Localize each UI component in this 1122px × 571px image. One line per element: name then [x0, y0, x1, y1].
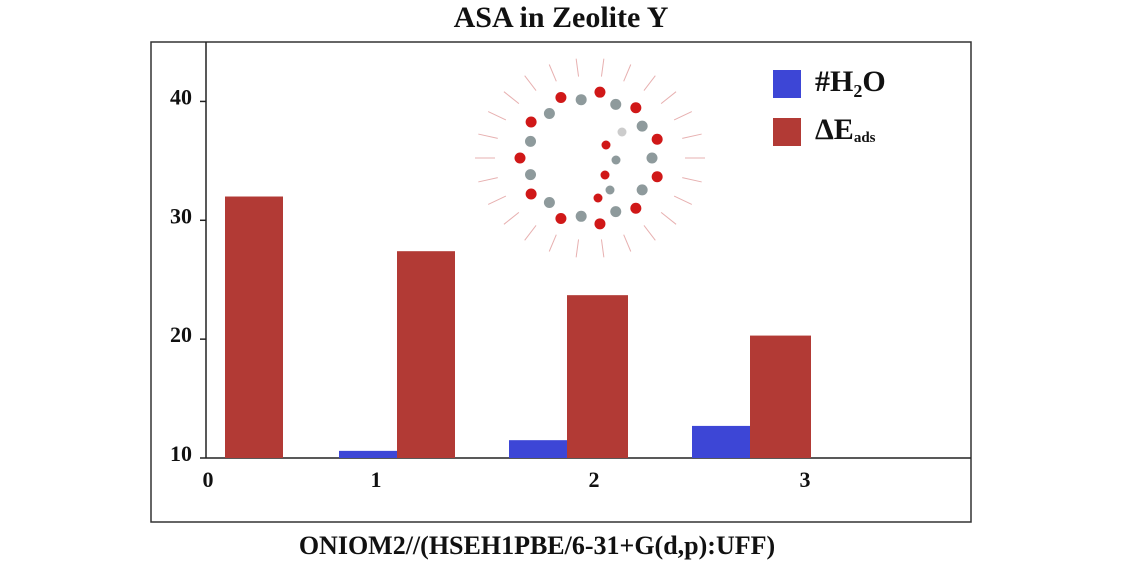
bond [487, 111, 507, 121]
atom [630, 102, 642, 114]
bond [503, 211, 520, 225]
bar [750, 335, 811, 458]
atom [525, 169, 537, 181]
atom [594, 86, 606, 98]
bond [524, 75, 537, 91]
atom [514, 152, 526, 164]
bond [524, 225, 537, 241]
bond [660, 91, 677, 105]
y-tick-label: 10 [170, 441, 192, 466]
x-tick-label: 3 [800, 467, 811, 492]
atom [543, 197, 555, 209]
legend-label: ΔEads [815, 113, 876, 147]
x-tick-label: 2 [589, 467, 600, 492]
bond [682, 133, 702, 139]
legend-swatch [773, 70, 801, 98]
bar [225, 196, 283, 458]
bond [623, 64, 632, 82]
bond [623, 234, 632, 252]
atom [525, 135, 537, 147]
legend-swatch [773, 118, 801, 146]
atom [605, 185, 615, 195]
bond [548, 64, 557, 82]
atom [651, 133, 663, 145]
bond [643, 75, 656, 91]
atom [636, 184, 648, 196]
bond [673, 195, 693, 205]
atom [555, 92, 567, 104]
bar [567, 295, 628, 458]
y-tick-label: 20 [170, 322, 192, 347]
bond [600, 58, 605, 77]
atom [543, 107, 555, 119]
bar [339, 450, 397, 458]
legend-label: #H₂O [815, 65, 886, 98]
atom [617, 127, 627, 137]
bond [478, 177, 498, 183]
y-tick-label: 30 [170, 203, 192, 228]
bond [660, 211, 677, 225]
atom [651, 171, 663, 183]
bond [600, 239, 605, 258]
atom [610, 206, 622, 218]
atom [555, 212, 567, 224]
legend-name: ΔE [815, 113, 854, 146]
atom [525, 116, 537, 128]
bond [548, 234, 557, 252]
bond [478, 133, 498, 139]
bond [487, 195, 507, 205]
bond [575, 239, 580, 258]
x-tick-label: 0 [203, 467, 214, 492]
atom [525, 188, 537, 200]
bar [692, 425, 750, 458]
x-axis-label: ONIOM2//(HSEH1PBE/6-31+G(d,p):UFF) [299, 531, 775, 560]
legend-subscript: ads [854, 130, 876, 146]
legend-name: #H₂O [815, 65, 886, 98]
bar [397, 251, 455, 458]
bond [682, 177, 702, 183]
atom [646, 152, 658, 164]
atom [611, 155, 621, 165]
y-tick-label: 40 [170, 84, 192, 109]
bond [643, 225, 656, 241]
atom [610, 98, 622, 110]
atom [593, 193, 603, 203]
atom [594, 218, 606, 230]
bond [503, 91, 520, 105]
zeolite-illustration [475, 58, 705, 258]
atom [636, 120, 648, 132]
x-tick-label: 1 [371, 467, 382, 492]
bond [575, 58, 580, 77]
atom [600, 170, 610, 180]
bar [509, 440, 567, 458]
atom [575, 210, 587, 222]
atom [630, 202, 642, 214]
chart-title: ASA in Zeolite Y [454, 1, 669, 34]
bond [673, 111, 693, 121]
atom [575, 94, 587, 106]
frame [150, 41, 972, 523]
atom [601, 140, 611, 150]
